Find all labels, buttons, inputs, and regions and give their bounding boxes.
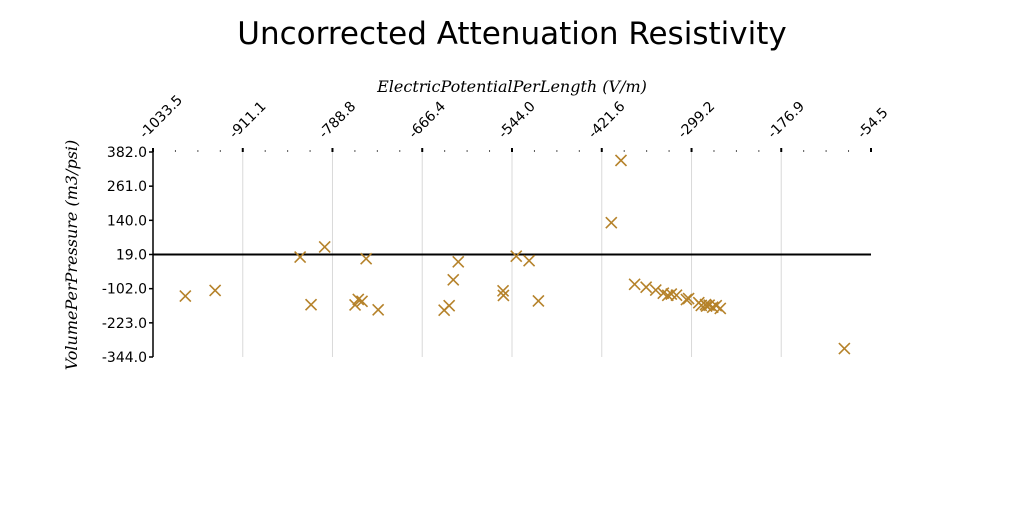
marker-stroke xyxy=(714,302,727,315)
marker-stroke xyxy=(372,303,385,316)
data-point xyxy=(640,281,653,294)
y-tick-label: -223.0 xyxy=(102,316,147,332)
data-point xyxy=(447,273,460,286)
x-tick-label: -911.1 xyxy=(226,99,269,142)
x-tick-label: -54.5 xyxy=(855,105,892,142)
x-tick-label: -788.8 xyxy=(316,99,359,142)
marker-stroke xyxy=(447,273,460,286)
y-axis-label: VolumePerPressure (m3/psi) xyxy=(62,140,81,371)
marker-stroke xyxy=(605,216,618,229)
marker-stroke xyxy=(443,299,456,312)
data-point xyxy=(352,293,365,306)
data-point xyxy=(497,289,510,302)
marker-stroke xyxy=(355,295,369,308)
data-point xyxy=(348,298,362,312)
data-point xyxy=(706,301,719,314)
data-point xyxy=(680,293,693,306)
data-point xyxy=(209,284,222,297)
data-points xyxy=(179,154,851,355)
marker-stroke xyxy=(352,293,365,306)
chart-title: Uncorrected Attenuation Resistivity xyxy=(237,16,786,52)
data-point xyxy=(372,303,385,316)
data-point xyxy=(360,252,373,265)
data-point xyxy=(714,302,727,315)
marker-stroke xyxy=(496,284,510,297)
marker-stroke xyxy=(649,283,662,297)
marker-stroke xyxy=(680,293,693,306)
x-tick-label: -176.9 xyxy=(765,99,808,142)
data-point xyxy=(304,298,318,311)
marker-stroke xyxy=(710,299,723,312)
marker-stroke xyxy=(706,301,719,314)
marker-stroke xyxy=(661,289,674,302)
y-tick-label: 261.0 xyxy=(107,179,147,195)
y-tick-label: -102.0 xyxy=(102,282,147,298)
x-axis-label: ElectricPotentialPerLength (V/m) xyxy=(376,77,647,96)
marker-stroke xyxy=(179,290,192,303)
data-point xyxy=(355,295,369,308)
data-point xyxy=(682,292,695,305)
marker-stroke xyxy=(640,281,653,294)
data-point xyxy=(661,289,674,302)
data-point xyxy=(532,294,545,308)
y-tick-label: 382.0 xyxy=(107,145,147,161)
marker-stroke xyxy=(510,250,523,263)
data-point xyxy=(179,290,192,303)
data-point xyxy=(605,216,618,229)
marker-stroke xyxy=(628,278,641,291)
marker-stroke xyxy=(665,288,678,301)
x-tick-label: -299.2 xyxy=(675,99,718,142)
tick-labels: -1033.5 -911.1 -788.8 -666.4 -544.0 -421.6 -29… xyxy=(102,92,892,366)
x-tick-label: -421.6 xyxy=(585,99,628,142)
y-tick-label: 19.0 xyxy=(116,248,147,264)
marker-stroke xyxy=(614,154,628,167)
data-point xyxy=(614,154,628,167)
marker-stroke xyxy=(294,250,307,264)
data-point xyxy=(838,342,851,355)
x-tick-label: -666.4 xyxy=(406,99,449,142)
marker-stroke xyxy=(523,254,536,267)
marker-stroke xyxy=(209,284,222,297)
data-point xyxy=(443,299,456,312)
data-point xyxy=(670,289,683,302)
data-point xyxy=(294,250,307,264)
data-point xyxy=(318,240,331,254)
y-tick-label: 140.0 xyxy=(107,213,147,229)
data-point xyxy=(452,255,465,268)
data-point xyxy=(523,254,536,267)
marker-stroke xyxy=(348,298,362,312)
marker-stroke xyxy=(360,252,373,265)
data-point xyxy=(510,250,523,263)
y-tick-label: -344.0 xyxy=(102,350,147,366)
x-tick-label: -544.0 xyxy=(496,99,539,142)
marker-stroke xyxy=(318,240,331,254)
marker-stroke xyxy=(682,292,695,305)
marker-stroke xyxy=(700,299,713,313)
data-point xyxy=(496,284,510,297)
marker-stroke xyxy=(497,289,510,302)
data-point xyxy=(628,278,641,291)
marker-stroke xyxy=(532,294,545,308)
marker-stroke xyxy=(304,298,318,311)
data-point xyxy=(649,283,662,297)
marker-stroke xyxy=(838,342,851,355)
x-tick-label: -1033.5 xyxy=(137,92,187,142)
axes xyxy=(149,148,872,358)
marker-stroke xyxy=(452,255,465,268)
marker-stroke xyxy=(670,289,683,302)
